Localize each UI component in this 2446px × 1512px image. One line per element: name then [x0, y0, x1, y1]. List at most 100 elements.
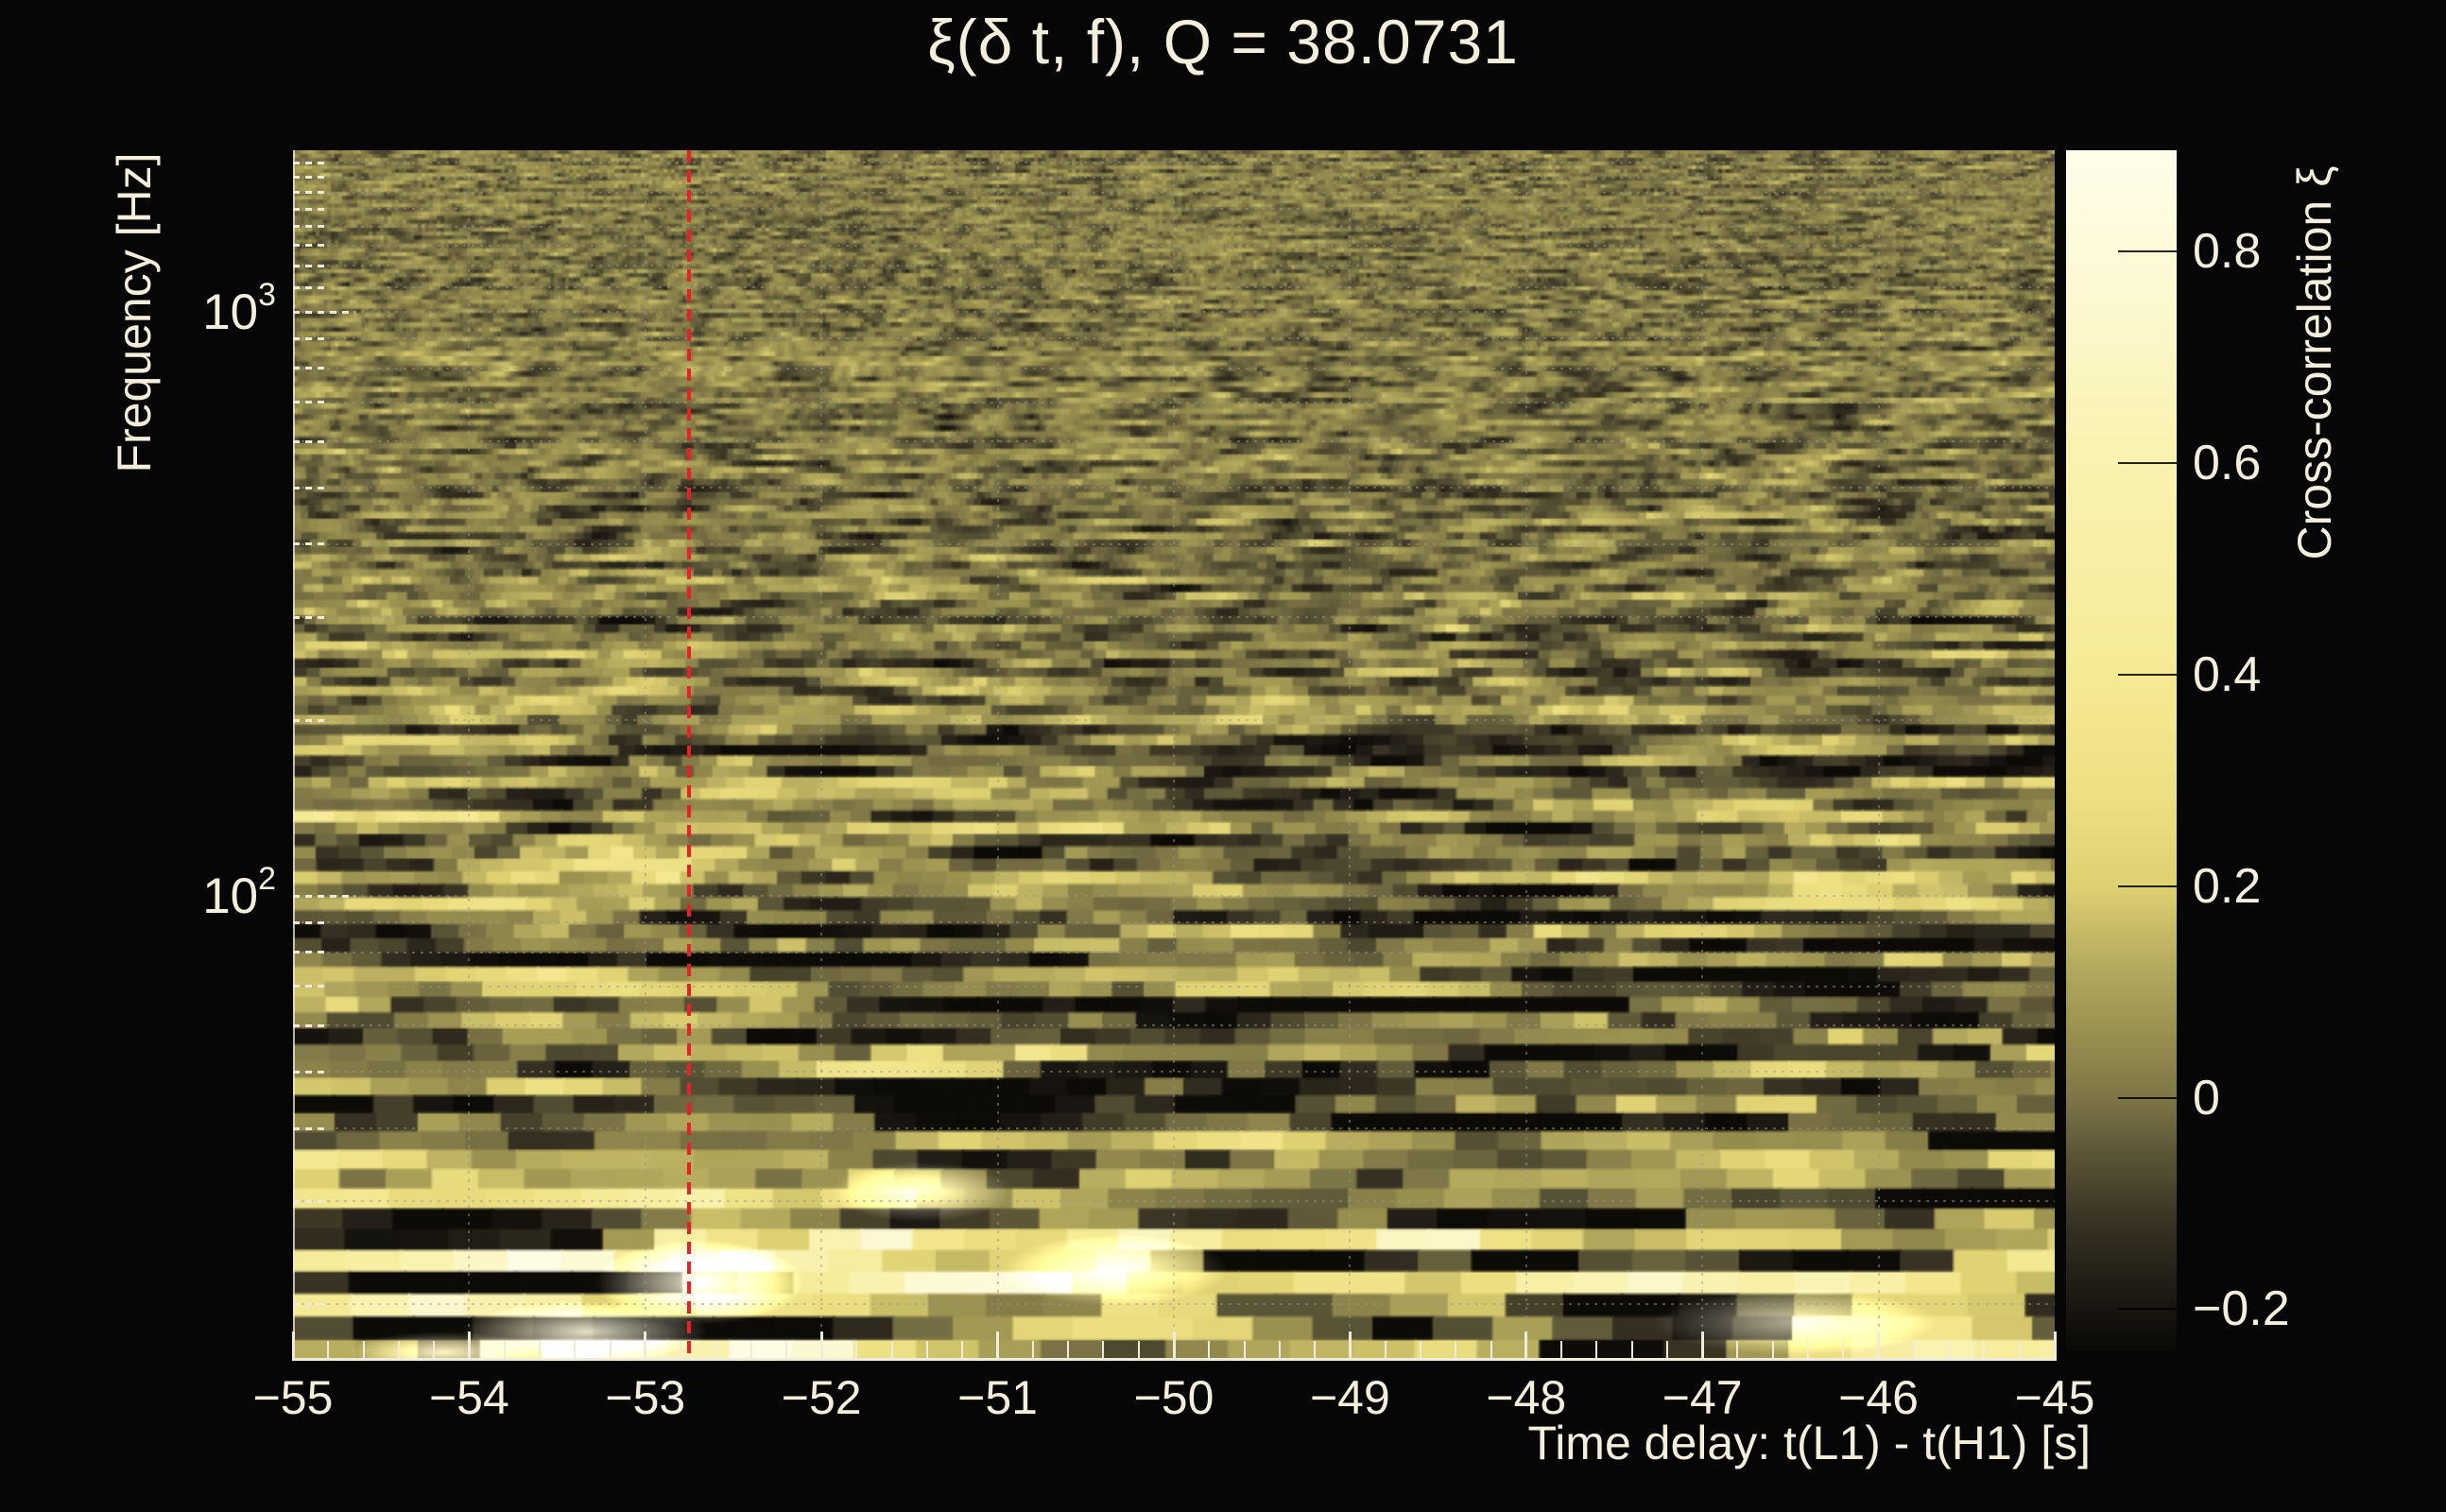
x-tick-minor	[1807, 1341, 1810, 1361]
plot-area	[293, 150, 2055, 1361]
freq-tick-stub	[293, 542, 325, 546]
x-tick-minor	[1842, 1341, 1845, 1361]
time-gridline	[996, 150, 999, 1361]
x-tick-minor	[1630, 1341, 1633, 1361]
page-title: ξ(δ t, f), Q = 38.0731	[927, 7, 1519, 77]
x-tick-minor	[1208, 1341, 1211, 1361]
freq-tick-stub	[293, 244, 325, 248]
x-tick-minor	[1243, 1341, 1246, 1361]
freq-tick-stub	[293, 920, 325, 924]
x-tick-major	[467, 1332, 471, 1361]
x-tick-minor	[503, 1341, 506, 1361]
colorbar-tick	[2118, 673, 2177, 676]
marker-line	[687, 150, 692, 1361]
x-tick-label: −51	[957, 1371, 1039, 1424]
x-tick-minor	[1067, 1341, 1070, 1361]
freq-tick-stub	[293, 486, 325, 490]
x-tick-minor	[1384, 1341, 1387, 1361]
y-tick-label: 102	[202, 861, 276, 925]
x-tick-minor	[327, 1341, 330, 1361]
y-tick-exponent: 3	[258, 277, 276, 314]
x-tick-minor	[680, 1341, 682, 1361]
x-tick-major	[1877, 1332, 1881, 1361]
x-tick-label: −48	[1486, 1371, 1567, 1424]
x-tick-minor	[1665, 1341, 1668, 1361]
freq-tick-stub	[293, 161, 325, 164]
x-tick-minor	[574, 1341, 577, 1361]
freq-tick-stub	[293, 718, 325, 722]
x-tick-minor	[1455, 1341, 1457, 1361]
freq-tick-stub	[293, 1302, 325, 1306]
colorbar	[2066, 150, 2177, 1350]
freq-tick-stub	[293, 264, 325, 267]
freq-tick-stub	[293, 439, 325, 443]
x-tick-label: −46	[1838, 1371, 1920, 1424]
colorbar-tick-label: 0.8	[2193, 224, 2262, 280]
x-tick-major	[2053, 1332, 2057, 1361]
freq-tick-stub	[293, 951, 325, 954]
x-tick-major	[1348, 1332, 1352, 1361]
x-tick-minor	[890, 1341, 893, 1361]
time-gridline	[1173, 150, 1175, 1361]
y-axis-line	[293, 150, 295, 1361]
x-tick-minor	[2018, 1341, 2021, 1361]
x-tick-minor	[1314, 1341, 1317, 1361]
colorbar-tick	[2118, 1308, 2177, 1311]
time-gridline	[644, 150, 646, 1361]
x-tick-major	[291, 1332, 295, 1361]
time-gridline	[1701, 150, 1704, 1361]
x-tick-minor	[538, 1341, 541, 1361]
x-tick-major	[819, 1332, 823, 1361]
freq-tick-stub	[293, 207, 325, 211]
colorbar-tick-label: −0.2	[2193, 1281, 2290, 1337]
y-tick-base: 10	[202, 284, 259, 340]
x-tick-minor	[609, 1341, 612, 1361]
x-tick-label: −49	[1309, 1371, 1390, 1424]
colorbar-tick-label: 0.6	[2193, 436, 2262, 491]
x-tick-minor	[784, 1341, 787, 1361]
colorbar-tick	[2118, 885, 2177, 887]
colorbar-tick-label: 0	[2193, 1070, 2220, 1125]
colorbar-title: Cross-correlation ξ	[2288, 165, 2341, 560]
freq-tick-stub	[293, 336, 325, 340]
freq-tick-stub	[293, 285, 325, 289]
freq-tick-stub	[293, 401, 325, 404]
freq-tick-stub	[293, 615, 325, 619]
colorbar-tick-label: 0.4	[2193, 646, 2262, 702]
x-tick-minor	[1490, 1341, 1492, 1361]
x-tick-minor	[1736, 1341, 1739, 1361]
x-tick-minor	[715, 1341, 717, 1361]
x-tick-label: −55	[252, 1371, 334, 1424]
x-tick-minor	[1137, 1341, 1140, 1361]
x-tick-minor	[749, 1341, 752, 1361]
x-tick-minor	[1983, 1341, 1986, 1361]
x-tick-minor	[1595, 1341, 1598, 1361]
time-gridline	[1349, 150, 1352, 1361]
x-tick-major	[996, 1332, 1000, 1361]
colorbar-tick	[2118, 462, 2177, 465]
x-tick-minor	[1419, 1341, 1421, 1361]
y-tick-exponent: 2	[258, 861, 276, 898]
freq-tick-stub	[293, 1126, 325, 1130]
x-tick-minor	[433, 1341, 436, 1361]
y-axis-title: Frequency [Hz]	[108, 152, 161, 473]
x-tick-minor	[397, 1341, 400, 1361]
colorbar-tick	[2118, 1096, 2177, 1099]
x-tick-minor	[1912, 1341, 1915, 1361]
x-tick-minor	[1278, 1341, 1281, 1361]
x-tick-major	[1700, 1332, 1704, 1361]
x-tick-minor	[1102, 1341, 1105, 1361]
x-tick-minor	[961, 1341, 964, 1361]
freq-tick-stub	[293, 367, 325, 370]
x-tick-minor	[1771, 1341, 1774, 1361]
freq-tick-stub	[293, 985, 325, 988]
freq-tick-stub	[293, 1023, 325, 1027]
x-tick-minor	[926, 1341, 929, 1361]
freq-tick-stub	[293, 225, 325, 229]
freq-tick-stub	[293, 1070, 325, 1074]
freq-tick-stub	[293, 191, 325, 195]
x-tick-label: −54	[428, 1371, 509, 1424]
x-tick-minor	[1560, 1341, 1563, 1361]
freq-tick-stub	[293, 176, 325, 180]
